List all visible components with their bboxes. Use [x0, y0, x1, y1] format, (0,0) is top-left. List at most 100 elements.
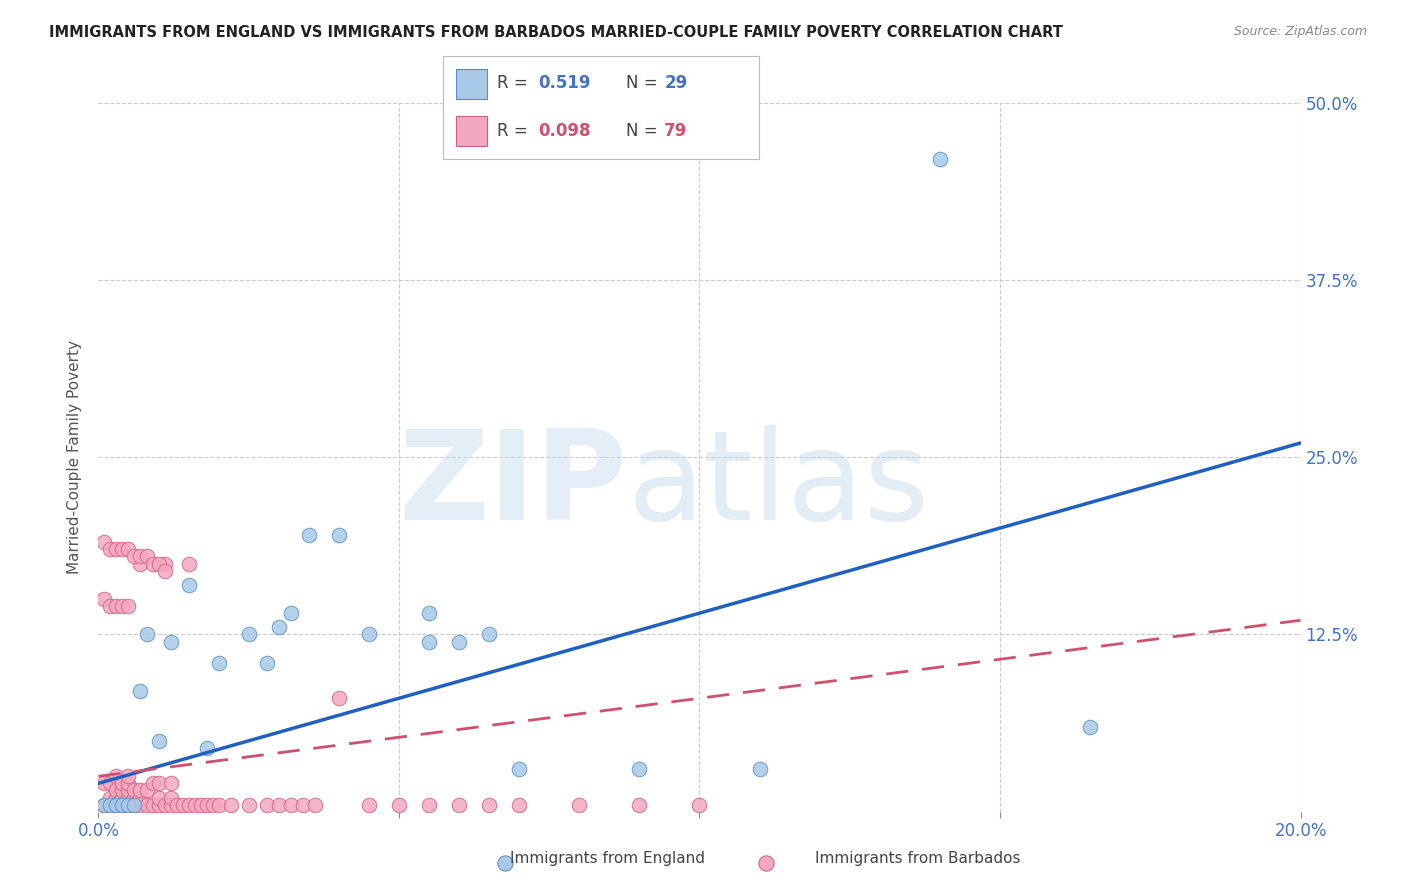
Point: [135, 627, 157, 641]
Point: [105, 769, 128, 783]
Point: [267, 797, 290, 812]
Point: [508, 797, 530, 812]
Point: [111, 776, 134, 790]
Point: [129, 684, 152, 698]
Point: [328, 528, 350, 542]
Point: [291, 797, 314, 812]
Point: [117, 790, 139, 805]
Point: [93, 797, 115, 812]
Point: [508, 762, 530, 776]
Text: R =: R =: [496, 74, 527, 93]
Point: [141, 557, 163, 571]
Point: [304, 797, 326, 812]
Point: [105, 797, 128, 812]
Text: IMMIGRANTS FROM ENGLAND VS IMMIGRANTS FROM BARBADOS MARRIED-COUPLE FAMILY POVERT: IMMIGRANTS FROM ENGLAND VS IMMIGRANTS FR…: [49, 25, 1063, 40]
Text: N =: N =: [627, 122, 658, 140]
Point: [418, 606, 440, 620]
Text: 0.098: 0.098: [537, 122, 591, 140]
Point: [100, 599, 122, 613]
Point: [100, 797, 122, 812]
Point: [447, 797, 470, 812]
Point: [93, 535, 115, 549]
Point: [124, 790, 146, 805]
Point: [357, 627, 380, 641]
Point: [201, 797, 224, 812]
Point: [177, 578, 200, 592]
Point: [124, 797, 146, 812]
Bar: [456, 116, 486, 146]
Point: [153, 564, 176, 578]
Point: [388, 797, 411, 812]
Point: [267, 620, 290, 634]
Point: [153, 797, 176, 812]
Point: [129, 797, 152, 812]
Point: [135, 783, 157, 797]
Point: [111, 783, 134, 797]
Point: [183, 797, 205, 812]
Point: [117, 797, 139, 812]
Point: [159, 634, 181, 648]
Point: [328, 691, 350, 706]
Point: [190, 797, 212, 812]
Point: [93, 776, 115, 790]
Point: [238, 627, 260, 641]
Point: [117, 599, 139, 613]
Point: [105, 783, 128, 797]
Point: [195, 797, 218, 812]
Point: [100, 776, 122, 790]
Text: ZIP: ZIP: [399, 425, 627, 546]
Point: [148, 790, 170, 805]
Point: [238, 797, 260, 812]
Text: 0.519: 0.519: [537, 74, 591, 93]
Text: N =: N =: [627, 74, 658, 93]
Point: [219, 797, 242, 812]
Text: atlas: atlas: [627, 425, 929, 546]
Point: [208, 656, 231, 670]
Point: [105, 599, 128, 613]
Text: R =: R =: [496, 122, 527, 140]
Point: [478, 627, 501, 641]
Point: [418, 797, 440, 812]
Point: [111, 797, 134, 812]
Bar: [456, 69, 486, 99]
Point: [256, 797, 278, 812]
Point: [124, 549, 146, 564]
Point: [129, 549, 152, 564]
Point: [418, 634, 440, 648]
Point: [208, 797, 231, 812]
Point: [568, 797, 591, 812]
Point: [135, 549, 157, 564]
Point: [124, 783, 146, 797]
Point: [117, 769, 139, 783]
Point: [129, 790, 152, 805]
Point: [111, 542, 134, 557]
Point: [93, 797, 115, 812]
Text: Immigrants from England: Immigrants from England: [510, 851, 706, 865]
Point: [117, 542, 139, 557]
Point: [628, 762, 651, 776]
Point: [159, 790, 181, 805]
Point: [111, 599, 134, 613]
Point: [280, 606, 302, 620]
Point: [177, 797, 200, 812]
Point: [93, 592, 115, 607]
Point: [256, 656, 278, 670]
Point: [153, 557, 176, 571]
Point: [447, 634, 470, 648]
Point: [172, 797, 194, 812]
Text: 29: 29: [665, 74, 688, 93]
Point: [159, 776, 181, 790]
Point: [111, 797, 134, 812]
Point: [159, 797, 181, 812]
Point: [100, 542, 122, 557]
Text: Source: ZipAtlas.com: Source: ZipAtlas.com: [1233, 25, 1367, 38]
Point: [689, 797, 711, 812]
Text: 79: 79: [665, 122, 688, 140]
Point: [105, 790, 128, 805]
Point: [280, 797, 302, 812]
Point: [478, 797, 501, 812]
Point: [105, 542, 128, 557]
Point: [148, 557, 170, 571]
Point: [129, 783, 152, 797]
Text: Immigrants from Barbados: Immigrants from Barbados: [815, 851, 1021, 865]
